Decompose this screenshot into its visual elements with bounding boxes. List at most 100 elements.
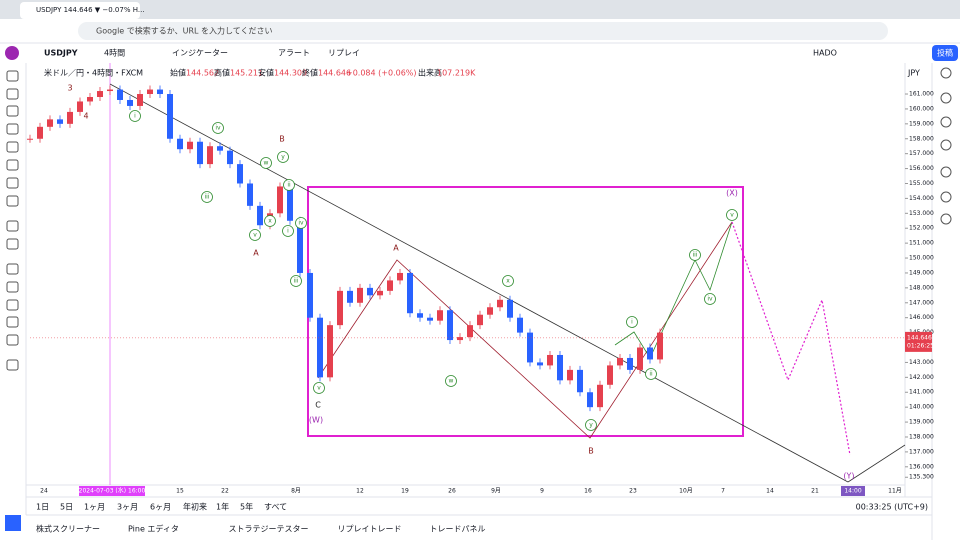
- tool-icon[interactable]: [6, 105, 19, 117]
- candle: [447, 310, 453, 341]
- tool-icon[interactable]: [6, 334, 19, 346]
- wave-label: w: [449, 378, 454, 385]
- wave-label: x: [268, 218, 272, 225]
- sidebar-icon[interactable]: [940, 116, 952, 128]
- candle: [27, 138, 33, 140]
- sidebar-icon[interactable]: [940, 191, 952, 203]
- x-tick-label: 8月: [291, 488, 301, 495]
- wave-label: i: [631, 319, 633, 326]
- tool-icon[interactable]: [6, 263, 19, 275]
- y-tick-label: 147.000: [909, 299, 934, 306]
- publish-button[interactable]: [932, 45, 958, 61]
- panel-tab[interactable]: トレードパネル: [430, 525, 486, 534]
- range-button[interactable]: 1ヶ月: [84, 503, 105, 512]
- range-button[interactable]: すべて: [264, 503, 287, 512]
- tool-icon[interactable]: [6, 141, 19, 153]
- address-bar[interactable]: [78, 22, 888, 40]
- range-button[interactable]: 6ヶ月: [150, 503, 171, 512]
- sidebar-icon[interactable]: [940, 139, 952, 151]
- candle: [397, 272, 403, 281]
- panel-tab[interactable]: 株式スクリーナー: [36, 524, 100, 534]
- right-sidebar: [932, 63, 960, 540]
- wave-label: iii: [293, 278, 298, 285]
- sidebar-icon[interactable]: [940, 166, 952, 178]
- candle: [617, 357, 623, 366]
- range-button[interactable]: 年初来: [183, 502, 207, 512]
- range-button[interactable]: 5日: [60, 503, 73, 512]
- candle: [647, 347, 653, 360]
- last-price: 144.646: [907, 334, 932, 341]
- replay[interactable]: リプレイ: [328, 49, 360, 58]
- volume-label: 出来高: [418, 68, 442, 78]
- candle: [517, 317, 523, 333]
- wave-label: i: [134, 113, 136, 120]
- y-tick-label: 138.000: [909, 433, 934, 440]
- address-text: Google で検索するか、URL を入力してください: [96, 26, 273, 36]
- candle: [377, 290, 383, 296]
- tool-icon[interactable]: [6, 316, 19, 328]
- wave-circle: [295, 217, 307, 229]
- candle: [287, 186, 293, 221]
- y-tick-label: 141.000: [909, 389, 934, 396]
- tool-icon[interactable]: [6, 88, 19, 100]
- tool-icon[interactable]: [6, 281, 19, 293]
- wave-label: v: [253, 232, 257, 239]
- x-tick-label: 21: [811, 488, 819, 495]
- range-button[interactable]: 3ヶ月: [117, 503, 138, 512]
- tool-icon[interactable]: [6, 70, 19, 82]
- candle: [587, 392, 593, 408]
- tool-icon[interactable]: [6, 195, 19, 207]
- y-tick-label: 146.000: [909, 314, 934, 321]
- candle: [567, 369, 573, 381]
- trend-line: [109, 83, 849, 483]
- tool-icon[interactable]: [6, 123, 19, 135]
- candle: [97, 91, 103, 97]
- x-tick-label: 7: [721, 488, 725, 495]
- tool-icon[interactable]: [6, 220, 19, 232]
- x-tick-label: 12: [356, 488, 364, 495]
- candle: [357, 287, 363, 303]
- sidebar-icon[interactable]: [940, 92, 952, 104]
- range-button[interactable]: 1年: [216, 502, 229, 512]
- tool-icon[interactable]: [6, 159, 19, 171]
- wave-circle: [726, 209, 738, 221]
- tab[interactable]: [20, 2, 140, 19]
- interval[interactable]: 4時間: [104, 49, 125, 58]
- candle: [537, 362, 543, 366]
- wave-circle: [264, 215, 276, 227]
- tool-icon[interactable]: [6, 177, 19, 189]
- y-tick-label: 136.000: [909, 463, 934, 470]
- wave-circle: [502, 275, 514, 287]
- layout-name[interactable]: HADO: [813, 49, 837, 58]
- tool-icon[interactable]: [6, 299, 19, 311]
- indicators[interactable]: インジケーター: [172, 49, 228, 58]
- candle: [247, 183, 253, 206]
- panel-toggle[interactable]: [5, 515, 21, 531]
- wave-label: A: [393, 244, 399, 253]
- tool-icon[interactable]: [6, 359, 19, 371]
- panel-tab[interactable]: Pine エディタ: [128, 524, 179, 534]
- avatar[interactable]: [5, 46, 19, 60]
- candle: [497, 299, 503, 308]
- sidebar-icon[interactable]: [940, 213, 952, 225]
- candle: [437, 310, 443, 321]
- x-tick-label: 15: [176, 488, 184, 495]
- candle: [337, 290, 343, 326]
- chart-title: 米ドル／円・4時間・FXCM: [44, 68, 143, 78]
- tool-icon[interactable]: [6, 238, 19, 250]
- panel-tab[interactable]: リプレイトレード: [338, 525, 402, 534]
- x-tick-label: 16: [584, 488, 592, 495]
- candle: [507, 299, 513, 318]
- y-tick-label: 158.000: [909, 135, 934, 142]
- wave-label: y: [281, 154, 285, 161]
- candle: [127, 99, 133, 106]
- alert[interactable]: アラート: [278, 49, 310, 58]
- range-button[interactable]: 1日: [36, 503, 49, 512]
- clock: 00:33:25 (UTC+9): [856, 503, 928, 512]
- candle: [57, 119, 63, 124]
- symbol[interactable]: USDJPY: [44, 49, 78, 58]
- sidebar-icon[interactable]: [940, 67, 952, 79]
- range-button[interactable]: 5年: [240, 502, 253, 512]
- panel-tab[interactable]: ストラテジーテスター: [229, 525, 309, 534]
